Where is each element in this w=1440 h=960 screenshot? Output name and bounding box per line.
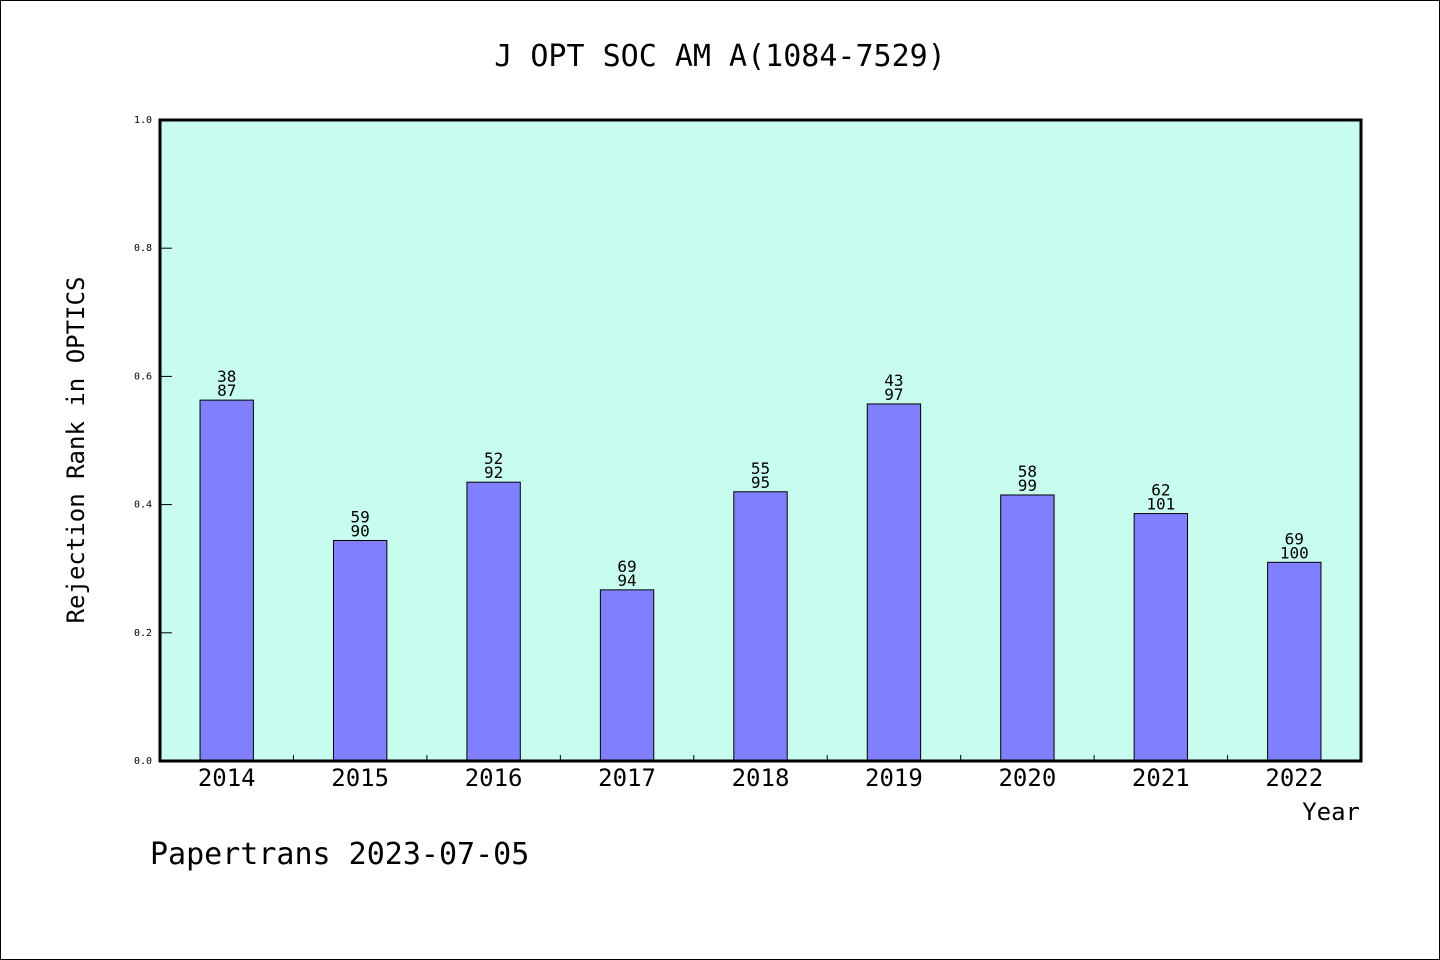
- x-tick-label-2020: 2020: [998, 764, 1056, 792]
- bar-2018: [733, 491, 788, 762]
- data-label-rank-2015: 59: [351, 507, 370, 526]
- data-label-total-2018: 95: [751, 473, 770, 492]
- data-label-total-2021: 101: [1146, 495, 1175, 514]
- x-axis: 2014 2015 2016 2017 2018 2019 2020 2021 2022: [198, 755, 1323, 792]
- bar-2022: [1267, 561, 1322, 762]
- y-tick-label-1.0: 1.0: [134, 115, 152, 126]
- x-tick-label-2021: 2021: [1132, 764, 1190, 792]
- data-label-total-2015: 90: [351, 521, 370, 540]
- bar-2021: [1133, 513, 1189, 762]
- x-tick-label-2017: 2017: [598, 764, 656, 792]
- data-label-total-2014: 87: [217, 381, 236, 400]
- data-label-total-2019: 97: [884, 385, 903, 404]
- x-tick-label-2019: 2019: [865, 764, 923, 792]
- x-tick-label-2022: 2022: [1265, 764, 1323, 792]
- x-tick-label-2014: 2014: [198, 764, 256, 792]
- plot-border: [158, 118, 1363, 763]
- data-label-rank-2014: 38: [217, 367, 236, 386]
- y-tick-label-0.2: 0.2: [134, 628, 152, 639]
- y-axis-label: Rejection Rank in OPTICS: [62, 277, 90, 624]
- data-label-rank-2019: 43: [884, 371, 903, 390]
- x-tick-label-2015: 2015: [331, 764, 389, 792]
- data-label-rank-2022: 69: [1285, 529, 1304, 548]
- data-label-rank-2018: 55: [751, 459, 770, 478]
- data-label-rank-2017: 69: [617, 557, 636, 576]
- x-tick-label-2016: 2016: [465, 764, 523, 792]
- bar-2016: [466, 481, 521, 762]
- footer-text: Papertrans 2023-07-05: [150, 837, 529, 872]
- data-label-total-2017: 94: [617, 571, 636, 590]
- chart-title: J OPT SOC AM A(1084-7529): [494, 39, 946, 74]
- bar-2017: [599, 589, 655, 762]
- bar-2015: [332, 539, 388, 762]
- x-axis-label: Year: [1302, 798, 1360, 826]
- data-label-total-2020: 99: [1018, 476, 1037, 495]
- bars-group: [199, 399, 1322, 762]
- data-label-total-2022: 100: [1280, 543, 1309, 562]
- y-tick-label-0.0: 0.0: [134, 756, 152, 767]
- bar-2020: [1000, 494, 1055, 762]
- bar-2014: [199, 399, 254, 762]
- bar-2019: [866, 403, 922, 762]
- x-tick-label-2018: 2018: [732, 764, 790, 792]
- y-tick-label-0.8: 0.8: [134, 243, 152, 254]
- y-tick-label-0.6: 0.6: [134, 371, 152, 382]
- data-label-total-2016: 92: [484, 463, 503, 482]
- data-label-rank-2016: 52: [484, 449, 503, 468]
- y-tick-label-0.4: 0.4: [134, 500, 152, 511]
- data-label-rank-2020: 58: [1018, 462, 1037, 481]
- data-label-rank-2021: 62: [1151, 481, 1170, 500]
